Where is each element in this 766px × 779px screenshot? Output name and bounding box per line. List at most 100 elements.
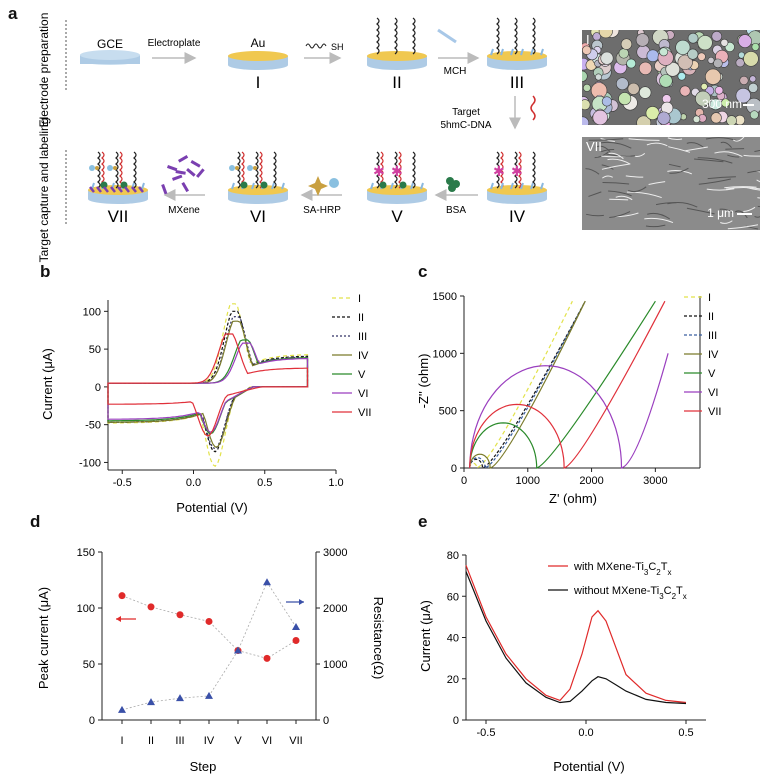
nyquist-curve-IV [469, 300, 586, 469]
resistance-marker [118, 705, 126, 713]
mxene-flake [186, 168, 196, 177]
x-tick-label: IV [204, 735, 215, 747]
sem-particle [598, 30, 613, 39]
au-label: Au [251, 36, 266, 50]
x-tick-label: 0.5 [257, 477, 272, 489]
sem-scale-bar [743, 104, 754, 106]
mxene-flake [124, 186, 130, 193]
sem-wrinkle [714, 151, 743, 158]
x-tick-label: 1000 [516, 475, 540, 487]
panel-label-d: d [30, 512, 41, 531]
peak-current-marker [118, 592, 126, 600]
connector-line [121, 581, 297, 711]
sem-wrinkle [743, 154, 760, 157]
dna-strand [532, 17, 536, 55]
mch-molecule [420, 182, 424, 190]
dna-strand [394, 151, 398, 189]
electrode-stage-III [487, 17, 547, 70]
step-label-bsa: BSA [446, 205, 466, 216]
mxene-flake [103, 186, 109, 193]
sem-particle [582, 45, 592, 55]
legend-label: with MXene-Ti3C2Tx [573, 561, 671, 577]
dna-strand [514, 17, 518, 55]
sa-bead [95, 166, 99, 170]
y-tick-label: 50 [89, 344, 101, 356]
sem-particle [635, 33, 650, 47]
sem-wrinkle [625, 175, 644, 178]
sem-particle [721, 98, 731, 108]
dna-strand [412, 151, 416, 189]
sem-particle [659, 74, 673, 88]
legend-label: V [708, 368, 716, 380]
mch-molecule [530, 48, 534, 56]
legend-label: VI [708, 387, 718, 399]
sem-wrinkle [601, 163, 630, 170]
y2-tick-label: 1000 [323, 659, 347, 671]
mch-molecule [251, 182, 255, 190]
mch-molecule [500, 182, 504, 190]
sem-particle [600, 51, 614, 65]
sem-wrinkle [595, 145, 611, 153]
legend-label: V [358, 369, 366, 381]
sem-wrinkle [615, 195, 633, 201]
sem-wrinkle [686, 142, 704, 148]
sem-wrinkle [667, 170, 692, 175]
sem-particle [697, 52, 706, 61]
sem-particle [726, 115, 737, 125]
sem-wrinkle [601, 164, 614, 170]
chart-e-dpv: -0.5 0.0 0.5 0 20 40 60 80 with MXene-Ti3C2Tx wi… [418, 550, 706, 774]
resistance-marker [263, 578, 271, 586]
hrp-bead [247, 165, 253, 171]
resistance-marker [234, 646, 242, 654]
sem-particle [720, 38, 729, 47]
sem-wrinkle [705, 137, 739, 142]
chart-d-y2label: Resistance(Ω) [371, 597, 386, 680]
sem-particle [700, 83, 708, 91]
dna-strand [500, 151, 504, 189]
resistance-marker [205, 691, 213, 699]
sem-particle [659, 47, 669, 57]
dna-strand [518, 151, 522, 189]
y2-tick-label: 0 [323, 715, 329, 727]
sem-particle [675, 39, 691, 55]
sem-wrinkle [694, 158, 724, 163]
sem-particle [749, 110, 759, 120]
dna-strand [133, 151, 137, 189]
dna-strand [255, 151, 259, 189]
dna-strand [259, 151, 263, 189]
dna-strand [376, 151, 380, 189]
sem-wrinkle [754, 216, 760, 218]
y-tick-label: 150 [77, 547, 95, 559]
mch-molecule [271, 182, 275, 190]
row-label-target-capture: Target capture and labeling [37, 118, 51, 263]
hrp-bead [89, 165, 95, 171]
sem-particle [627, 82, 640, 95]
schematic-panel: Electrode preparation Target capture and… [37, 13, 547, 263]
legend-label: I [358, 293, 361, 305]
sem-scale-bar [737, 213, 752, 215]
right-axis-arrow [286, 599, 304, 605]
x-tick-label: II [148, 735, 154, 747]
sem-wrinkle [646, 142, 668, 147]
resistance-marker [147, 698, 155, 706]
x-tick-label: 1.0 [328, 477, 343, 489]
chart-c-xlabel: Z' (ohm) [549, 491, 597, 506]
nyquist-curve-III [469, 300, 586, 469]
mch-icon [437, 28, 457, 44]
sem-particle [679, 85, 691, 97]
sem-wrinkle [756, 179, 760, 183]
dna-strand [394, 17, 398, 55]
mxene-flake [96, 186, 102, 193]
panel-label-a: a [8, 4, 18, 23]
label-star: ✱ [511, 163, 523, 179]
x-tick-label: VII [289, 735, 302, 747]
legend-label: IV [358, 350, 369, 362]
sem-particle [636, 115, 652, 125]
y-tick-label: 1000 [433, 348, 457, 360]
stage-label: II [392, 73, 401, 92]
sem-wrinkle [734, 210, 748, 219]
legend-label: without MXene-Ti3C2Tx [573, 585, 687, 601]
bsa-blob [240, 181, 248, 189]
sem-particle [615, 77, 629, 91]
sem-wrinkle [686, 207, 715, 215]
